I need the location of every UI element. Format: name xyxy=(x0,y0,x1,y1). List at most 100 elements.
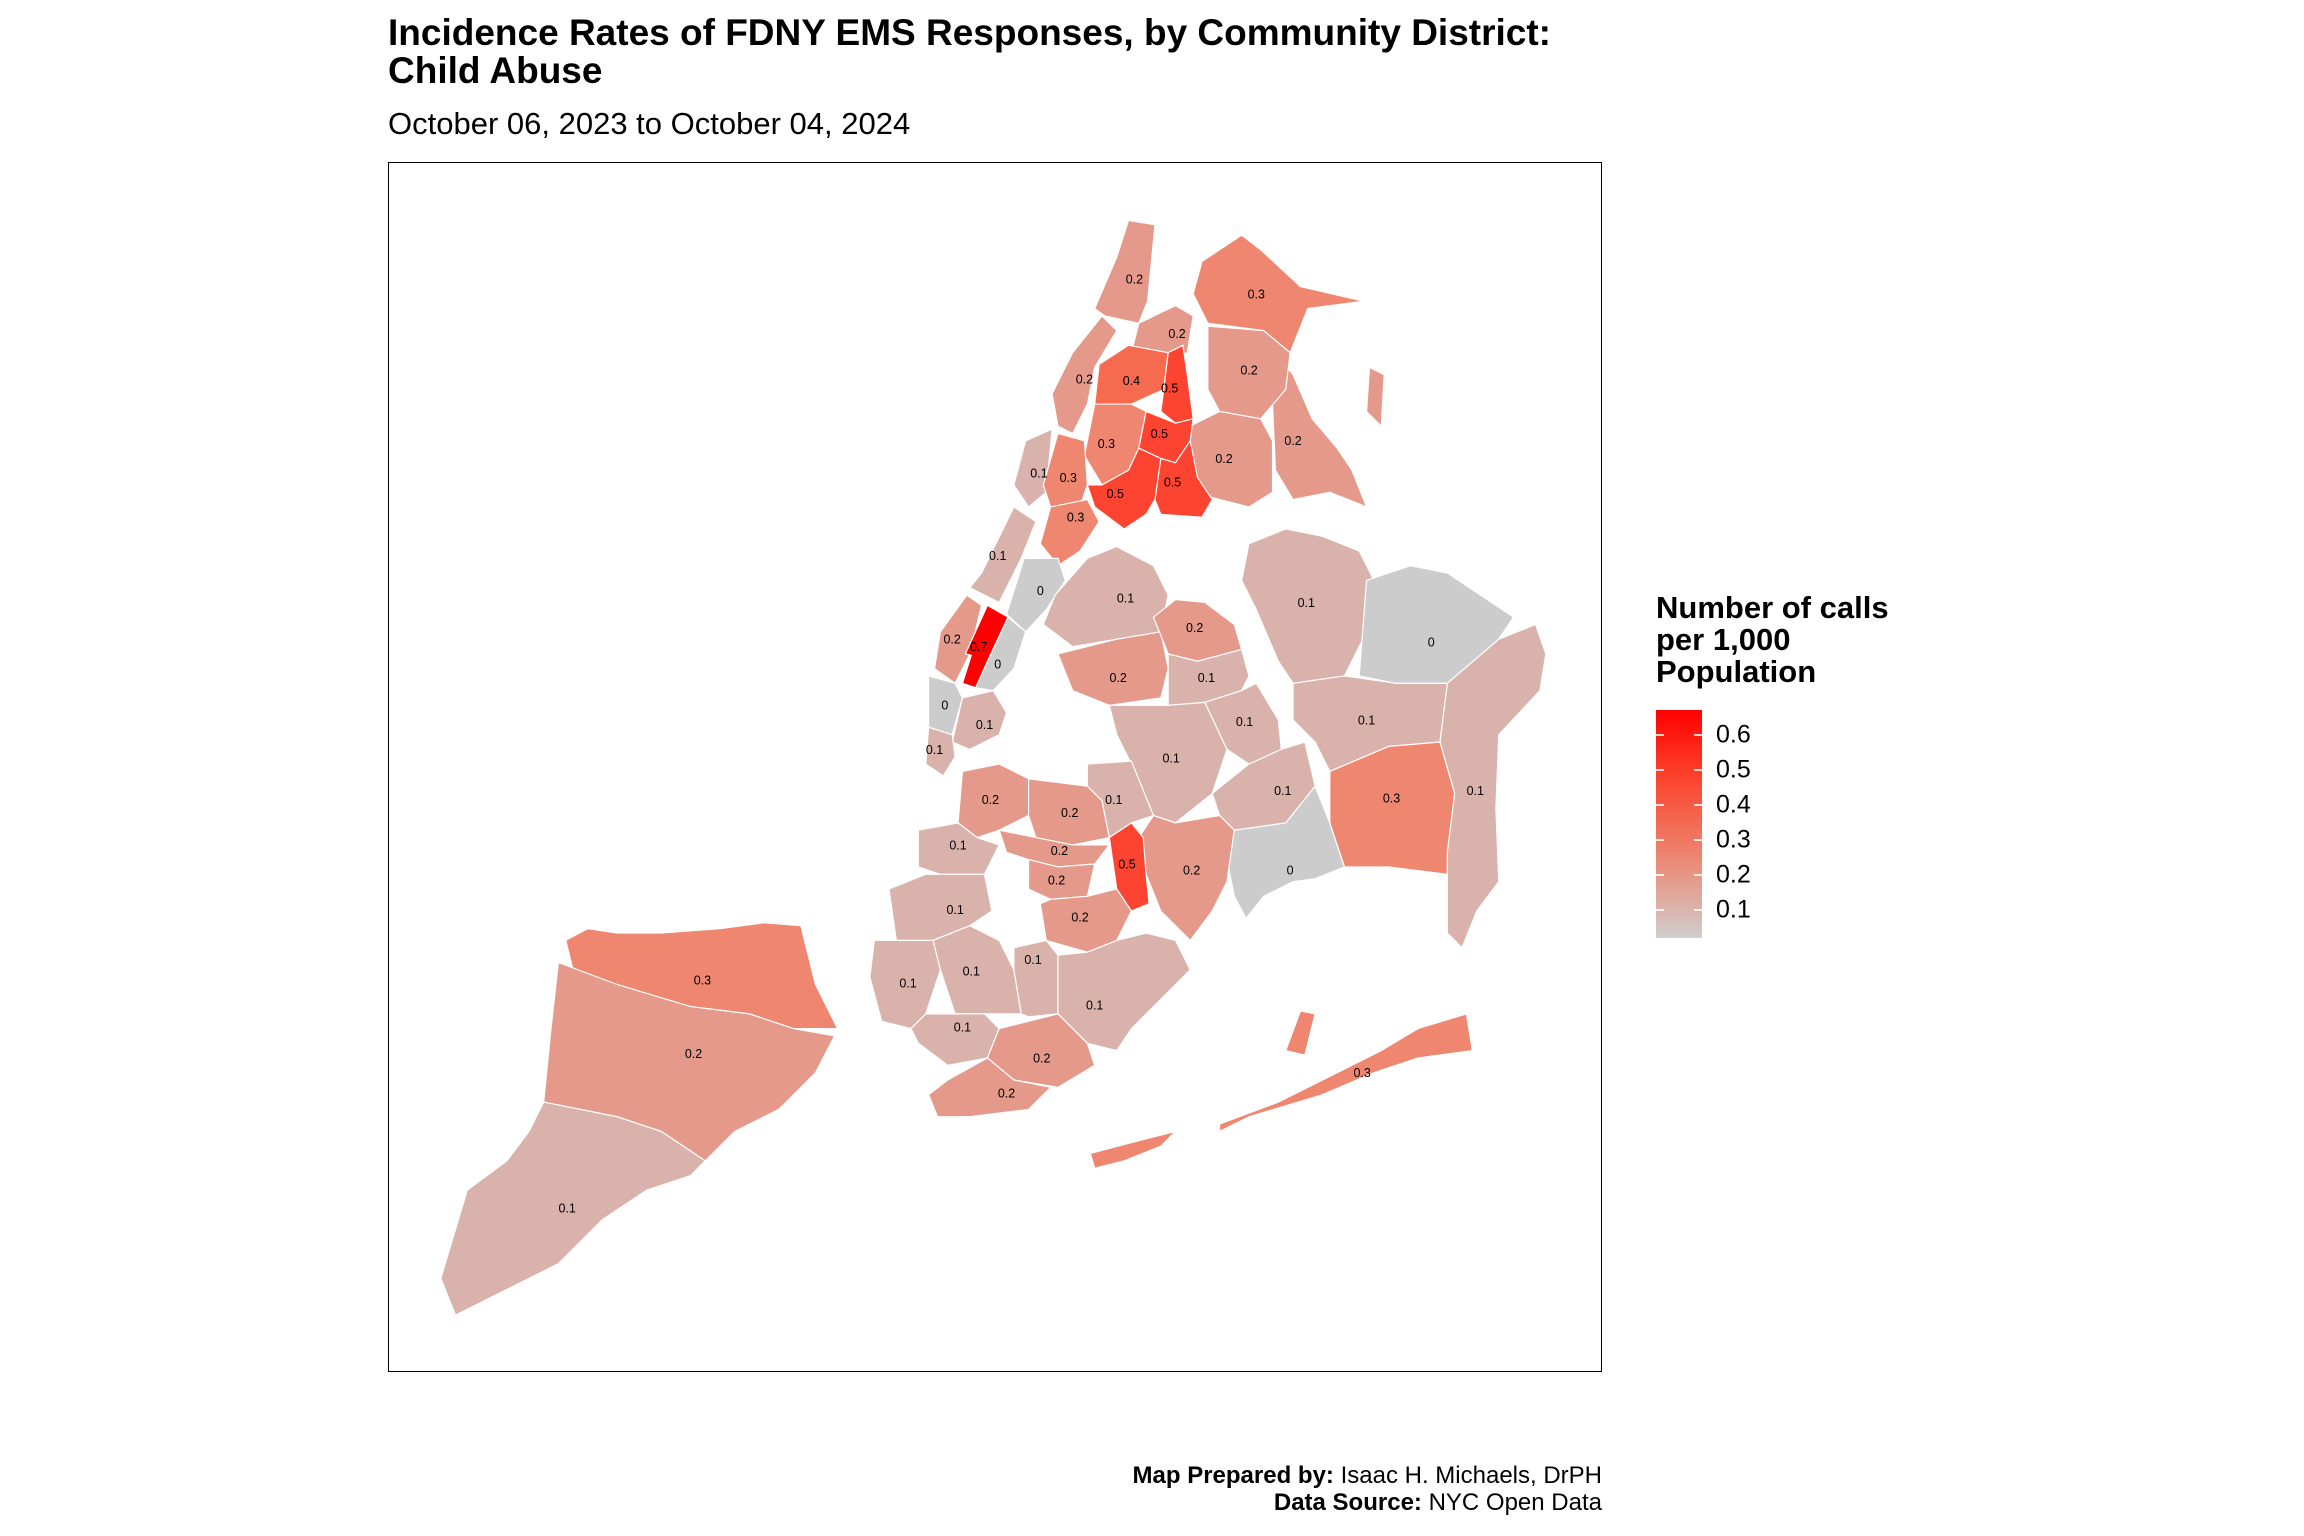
legend-tick-mark xyxy=(1656,909,1664,911)
district-value-label: 0.1 xyxy=(1274,784,1291,798)
district-value-label: 0 xyxy=(1428,636,1435,650)
district-bronx-4 xyxy=(1271,358,1368,508)
district-value-label: 0.1 xyxy=(899,976,916,990)
district-value-label: 0 xyxy=(941,699,948,713)
district-value-label: 0.1 xyxy=(954,1021,971,1035)
district-value-label: 0.2 xyxy=(1215,452,1232,466)
district-value-label: 0 xyxy=(1287,863,1294,877)
district-value-label: 0.1 xyxy=(963,965,980,979)
district-value-label: 0.2 xyxy=(685,1047,702,1061)
district-bronx-3 xyxy=(1192,234,1364,354)
district-value-label: 0.2 xyxy=(1186,621,1203,635)
district-manhattan-1 xyxy=(1051,315,1118,435)
district-value-label: 0.1 xyxy=(1236,715,1253,729)
district-value-label: 0.5 xyxy=(1107,487,1124,501)
district-manhattan-10 xyxy=(928,675,964,736)
title-line-1: Incidence Rates of FDNY EMS Responses, b… xyxy=(388,12,1552,53)
district-brooklyn-13 xyxy=(1013,939,1059,1018)
caption-data-source: Data Source: NYC Open Data xyxy=(1274,1489,1602,1517)
district-bronx-1 xyxy=(1093,219,1156,324)
district-value-label: 0.2 xyxy=(943,633,960,647)
district-value-label: 0.1 xyxy=(1086,998,1103,1012)
legend-tick-mark xyxy=(1656,734,1664,736)
legend-tick-mark xyxy=(1694,734,1702,736)
district-value-label: 0.2 xyxy=(1284,434,1301,448)
caption-source-label: Data Source: xyxy=(1273,1489,1422,1516)
legend-title-line-1: Number of calls xyxy=(1656,590,1889,625)
legend-tick-label: 0.4 xyxy=(1716,790,1751,819)
district-manhattan-4 xyxy=(1039,498,1100,567)
legend-tick-mark xyxy=(1694,839,1702,841)
district-value-label: 0.5 xyxy=(1118,857,1135,871)
district-manhattan-9 xyxy=(974,616,1027,692)
district-value-label: 0.2 xyxy=(1076,373,1093,387)
district-queens-12 xyxy=(1358,565,1515,684)
district-value-label: 0.5 xyxy=(1161,381,1178,395)
district-value-label: 0.3 xyxy=(1353,1066,1370,1080)
legend-tick-mark xyxy=(1694,874,1702,876)
district-value-label: 0 xyxy=(994,658,1001,672)
district-queens-9 xyxy=(1204,682,1282,765)
district-value-label: 0.1 xyxy=(1467,784,1484,798)
district-value-label: 0.1 xyxy=(1198,671,1215,685)
district-staten-island-3 xyxy=(440,1101,707,1316)
district-value-label: 0.2 xyxy=(1061,806,1078,820)
district-brooklyn-17 xyxy=(927,1057,1052,1118)
district-value-label: 0.7 xyxy=(970,640,987,654)
legend-tick-label: 0.3 xyxy=(1716,825,1751,854)
district-value-label: 0.3 xyxy=(1067,511,1084,525)
legend-tick-mark xyxy=(1694,769,1702,771)
district-value-label: 0.2 xyxy=(998,1087,1015,1101)
district-value-label: 0.1 xyxy=(1358,713,1375,727)
legend-color-bar xyxy=(1656,710,1702,938)
district-value-label: 0.3 xyxy=(1060,471,1077,485)
district-value-label: 0.1 xyxy=(1298,596,1315,610)
district-value-label: 0.2 xyxy=(1240,364,1257,378)
district-value-label: 0.2 xyxy=(1183,863,1200,877)
district-value-label: 0.2 xyxy=(1126,273,1143,287)
island-queens xyxy=(1284,1010,1316,1056)
district-value-label: 0.2 xyxy=(1110,671,1127,685)
island-queens xyxy=(1089,1130,1178,1169)
district-value-label: 0.1 xyxy=(559,1201,576,1215)
district-bronx-11 xyxy=(1154,439,1213,518)
caption-prepared-label: Map Prepared by: xyxy=(1132,1462,1334,1489)
district-value-label: 0.1 xyxy=(1105,793,1122,807)
district-bronx-5 xyxy=(1207,325,1291,420)
district-value-label: 0.2 xyxy=(982,793,999,807)
district-manhattan-6 xyxy=(1005,557,1066,633)
island-bronx xyxy=(1365,366,1385,428)
district-value-label: 0.3 xyxy=(1383,791,1400,805)
map-panel xyxy=(388,162,1602,1372)
district-manhattan-5 xyxy=(968,506,1037,604)
district-value-label: 0.1 xyxy=(946,903,963,917)
district-value-label: 0.4 xyxy=(1123,374,1140,388)
district-value-label: 0.1 xyxy=(1030,467,1047,481)
legend-tick-label: 0.6 xyxy=(1716,720,1751,749)
legend-tick-mark xyxy=(1656,769,1664,771)
district-value-label: 0.5 xyxy=(1164,475,1181,489)
district-bronx-12 xyxy=(1086,447,1162,530)
district-manhattan-12 xyxy=(925,726,956,777)
district-queens-7 xyxy=(1241,528,1375,684)
legend-tick-label: 0.5 xyxy=(1716,755,1751,784)
district-queens-2 xyxy=(1057,631,1169,706)
map-subtitle: October 06, 2023 to October 04, 2024 xyxy=(388,106,911,141)
district-value-label: 0.1 xyxy=(949,838,966,852)
map-title: Incidence Rates of FDNY EMS Responses, b… xyxy=(388,14,1551,90)
legend-tick-mark xyxy=(1656,804,1664,806)
district-value-label: 0.1 xyxy=(989,549,1006,563)
caption-prepared-by: Map Prepared by: Isaac H. Michaels, DrPH xyxy=(1133,1462,1602,1490)
district-value-label: 0.2 xyxy=(1051,844,1068,858)
district-value-label: 0.1 xyxy=(1117,591,1134,605)
legend-tick-label: 0.2 xyxy=(1716,860,1751,889)
district-queens-14 xyxy=(1219,1013,1474,1133)
caption-prepared-value: Isaac H. Michaels, DrPH xyxy=(1340,1462,1602,1489)
district-value-label: 0.1 xyxy=(976,718,993,732)
district-manhattan-2 xyxy=(1013,428,1053,508)
district-value-label: 0.1 xyxy=(1024,953,1041,967)
district-queens-13 xyxy=(1439,623,1547,949)
district-value-label: 0.5 xyxy=(1151,427,1168,441)
legend-tick-mark xyxy=(1694,804,1702,806)
district-brooklyn-6 xyxy=(917,822,1001,875)
